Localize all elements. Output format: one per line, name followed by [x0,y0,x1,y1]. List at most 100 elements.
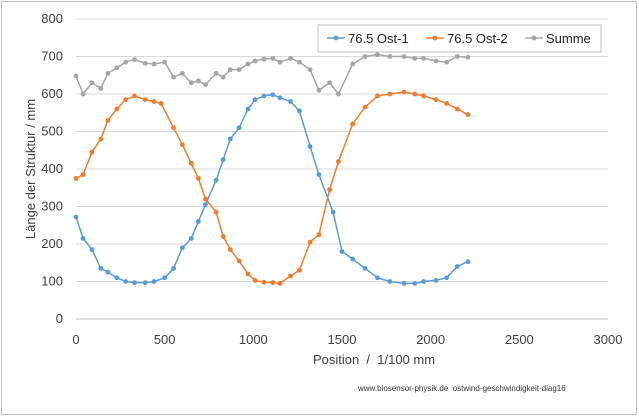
data-point [132,57,137,62]
series-line [75,91,469,285]
data-point [454,264,460,269]
data-point [220,234,226,239]
x-tick-label: 500 [154,332,176,347]
data-point [401,280,407,286]
data-point [73,73,79,79]
data-point [213,70,219,76]
data-point [151,99,157,104]
data-point [336,159,341,164]
data-point [142,97,148,103]
data-point [105,117,111,123]
data-point [89,80,95,86]
data-point [401,89,407,95]
y-tick-labels: 0 100 200 300 400 500 600 700 800 [41,11,63,326]
x-tick-labels: 0 500 1000 1500 2000 2500 3000 [72,332,622,347]
series-1 [73,92,471,286]
data-point [307,239,313,245]
data-point [401,54,407,59]
x-tick-label: 1000 [239,332,268,347]
data-point [412,55,418,61]
data-point [421,279,426,284]
y-tick-label: 200 [41,236,63,251]
y-tick-label: 100 [41,274,63,289]
data-point [236,125,242,131]
data-point [171,265,176,271]
data-point [236,67,242,73]
data-point [433,277,439,283]
data-point [73,175,79,181]
data-point [339,249,345,254]
y-tick-label: 800 [41,11,63,26]
data-point [421,55,426,61]
x-tick-label: 0 [72,332,79,347]
data-point [387,91,393,97]
data-point [270,55,276,61]
data-point [465,259,471,265]
data-point [362,54,368,59]
data-point [151,279,157,284]
y-tick-label: 0 [56,311,63,326]
y-tick-label: 500 [41,124,63,139]
data-point [245,106,251,112]
x-axis-title: Position / 1/100 mm [313,352,435,367]
data-point [412,91,418,97]
data-point [89,149,95,155]
data-point [213,209,219,215]
data-point [105,70,111,76]
data-point [387,54,393,59]
footer-credit: www.biosensor-physik.de ostwind-geschwin… [357,384,566,393]
data-point [245,61,251,67]
data-point [270,280,276,286]
data-point [350,61,356,67]
data-point [307,144,313,149]
legend-swatch-marker [333,35,339,41]
y-tick-label: 600 [41,86,63,101]
data-point [327,187,332,193]
data-point [277,280,283,286]
data-point [261,279,267,285]
y-axis-title: Länge der Struktur / mm [23,99,38,239]
data-point [142,60,148,66]
data-point [220,74,226,80]
data-point [114,106,120,112]
data-point [151,61,157,67]
data-point [433,58,439,64]
data-point [188,160,194,166]
x-tick-label: 2500 [505,332,534,347]
data-point [80,235,86,241]
data-point [227,67,233,73]
data-point [162,59,168,65]
data-point [203,196,208,202]
data-point [188,80,194,86]
legend-box [317,24,602,53]
data-point [277,95,283,101]
data-point [350,256,356,262]
data-point [270,92,276,98]
data-point [236,258,242,264]
data-point [465,54,471,60]
data-point [195,78,201,84]
data-point [180,70,185,76]
data-point [252,58,258,64]
x-tick-label: 3000 [594,332,623,347]
data-point [162,275,168,281]
x-tick-label: 2000 [416,332,445,347]
legend: 76.5 Ost-1 76.5 Ost-2 Summe [317,24,602,53]
legend-entry: Summe [525,31,591,46]
y-tick-label: 300 [41,199,63,214]
data-point [444,100,450,106]
data-point [362,104,368,110]
data-point [98,265,104,271]
data-point [350,121,356,127]
x-tick-label: 1500 [328,332,357,347]
data-point [80,91,86,97]
data-point [220,157,226,163]
data-point [362,265,368,271]
data-point [142,280,148,286]
data-point [316,172,322,178]
data-point [227,247,233,253]
data-point [288,55,293,61]
data-point [203,82,208,88]
